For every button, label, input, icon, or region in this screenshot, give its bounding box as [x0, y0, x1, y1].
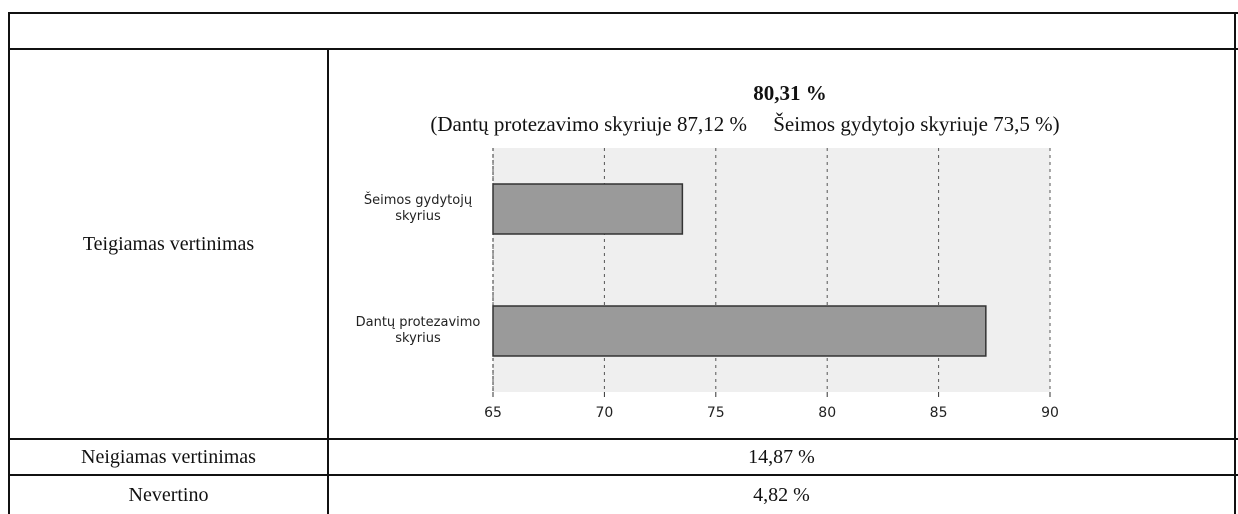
x-tick-label: 80	[818, 405, 836, 421]
border	[327, 48, 329, 514]
border	[8, 12, 1238, 14]
border	[8, 438, 1238, 440]
category-label: Šeimos gydytojų skyrius	[363, 193, 473, 224]
bar	[492, 305, 987, 357]
category-label: Dantų protezavimo skyrius	[355, 315, 481, 346]
row-value: 4,82 %	[753, 483, 810, 506]
border	[8, 474, 1238, 476]
x-tick-label: 70	[595, 405, 613, 421]
chart-subtitle: (Dantų protezavimo skyriuje 87,12 % Šeim…	[430, 112, 1059, 136]
bar	[492, 183, 684, 235]
row-label: Neigiamas vertinimas	[81, 445, 256, 468]
border	[1234, 12, 1236, 514]
border	[8, 48, 1238, 50]
x-tick-label: 75	[707, 405, 725, 421]
row-value: 14,87 %	[748, 445, 815, 468]
x-tick-label: 90	[1041, 405, 1059, 421]
x-tick-label: 85	[930, 405, 948, 421]
row-label: Teigiamas vertinimas	[82, 232, 255, 255]
border	[8, 12, 10, 514]
x-tick-label: 65	[484, 405, 502, 421]
row-label: Nevertino	[128, 483, 209, 506]
chart-title: 80,31 %	[753, 81, 827, 105]
